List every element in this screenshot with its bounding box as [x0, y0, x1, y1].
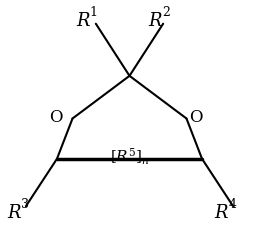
Text: R: R	[8, 204, 21, 222]
Text: O: O	[189, 109, 202, 126]
Text: R: R	[215, 204, 228, 222]
Text: $[R^5]_n$: $[R^5]_n$	[110, 146, 149, 167]
Text: 4: 4	[228, 198, 236, 211]
Text: R: R	[149, 12, 162, 30]
Text: O: O	[49, 109, 62, 126]
Text: 2: 2	[162, 6, 170, 19]
Text: 3: 3	[21, 198, 29, 211]
Text: 1: 1	[90, 6, 98, 19]
Text: R: R	[76, 12, 90, 30]
